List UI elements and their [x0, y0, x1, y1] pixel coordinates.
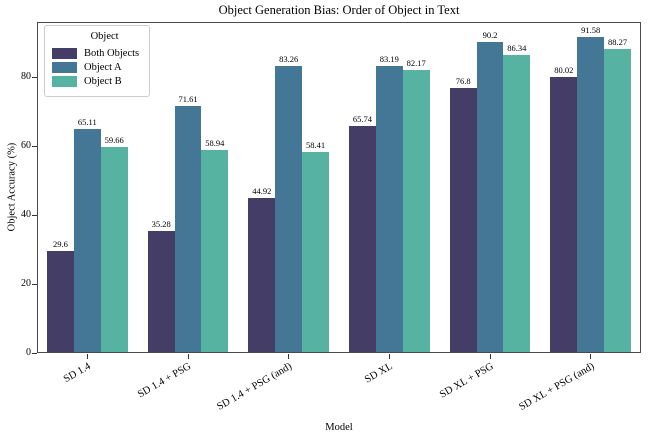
bar-object-a [73, 128, 101, 352]
bar-object-a [174, 106, 202, 352]
y-tick-label: 80 [21, 71, 31, 83]
y-tick-mark [32, 214, 37, 216]
legend-entry-label: Object B [84, 76, 122, 87]
x-tick-label-text: SD 1.4 + PSG (and) [215, 361, 295, 413]
legend-title: Object [90, 31, 119, 42]
y-tick-label: 20 [21, 278, 31, 290]
bar-value-text: 90.2 [482, 29, 498, 40]
bar-value-text: 29.6 [53, 238, 68, 249]
bar-object-b [201, 149, 229, 352]
y-tick-mark [32, 352, 37, 354]
y-tick-mark [32, 145, 37, 147]
bar-object-b [302, 151, 329, 352]
bar-object-b [100, 147, 128, 352]
x-tick-label-text: SD XL + PSG [437, 361, 496, 401]
bar-value-text: 83.19 [379, 54, 399, 65]
x-tick-label-text: SD XL + PSG (and) [517, 361, 597, 413]
bar-value-text: 82.17 [406, 57, 426, 68]
bar-object-b [402, 69, 430, 352]
x-tick-label-text: SD XL [363, 361, 395, 386]
legend-swatch-icon [52, 48, 77, 59]
bar-object-a [476, 41, 504, 352]
bar-value-text: 80.02 [554, 65, 574, 76]
bar-value-text: 83.26 [279, 53, 299, 64]
bar-value-text: 35.28 [151, 219, 171, 230]
legend-entry: Both Objects [52, 48, 139, 59]
bar-both-objects [550, 77, 578, 352]
x-tick-mark [288, 354, 290, 359]
bar-both-objects [248, 198, 276, 352]
bar-value-text: 91.58 [581, 25, 601, 36]
y-tick-label: 40 [21, 209, 31, 221]
y-tick-mark [32, 76, 37, 78]
bar-object-a [275, 65, 303, 352]
bar-object-b [604, 48, 631, 352]
x-tick-mark [489, 354, 491, 359]
bar-object-a [375, 66, 403, 352]
x-axis-label: Model [325, 422, 353, 433]
chart-title: Object Generation Bias: Order of Object … [218, 3, 460, 17]
legend-entry: Object A [52, 62, 139, 73]
legend: Object Both Objects Object A Object B [44, 25, 151, 97]
bar-value-text: 71.61 [178, 94, 198, 105]
bar-value-text: 76.8 [455, 76, 471, 87]
x-tick-mark [187, 354, 189, 359]
bar-both-objects [349, 126, 376, 352]
x-tick-label-text: SD 1.4 [62, 361, 93, 386]
bar-both-objects [147, 231, 175, 352]
legend-entry-label: Object A [84, 62, 122, 73]
y-tick-mark [32, 283, 37, 285]
x-tick-label-text: SD 1.4 + PSG [136, 361, 194, 401]
y-tick-label: 60 [21, 140, 31, 152]
x-tick-mark [86, 354, 89, 359]
bar-value-text: 58.94 [205, 137, 225, 148]
x-tick-mark [388, 354, 391, 359]
bar-value-text: 86.34 [507, 43, 527, 54]
y-tick-label: 0 [26, 347, 31, 358]
bar-object-a [577, 37, 605, 352]
legend-swatch-icon [52, 76, 77, 87]
legend-entry: Object B [52, 76, 139, 87]
bar-both-objects [47, 250, 74, 352]
bar-value-text: 65.74 [352, 114, 373, 125]
bar-object-b [503, 55, 531, 352]
bar-both-objects [449, 88, 477, 352]
legend-swatch-icon [52, 62, 77, 73]
bar-value-text: 65.11 [77, 116, 97, 127]
bar-value-text: 59.66 [104, 135, 124, 146]
legend-entries: Both Objects Object A Object B [52, 48, 139, 87]
x-tick-mark [590, 354, 592, 359]
bar-value-text: 58.41 [305, 139, 326, 150]
legend-entry-label: Both Objects [84, 48, 140, 59]
bar-value-text: 88.27 [607, 36, 628, 47]
bar-value-text: 44.92 [252, 186, 272, 197]
